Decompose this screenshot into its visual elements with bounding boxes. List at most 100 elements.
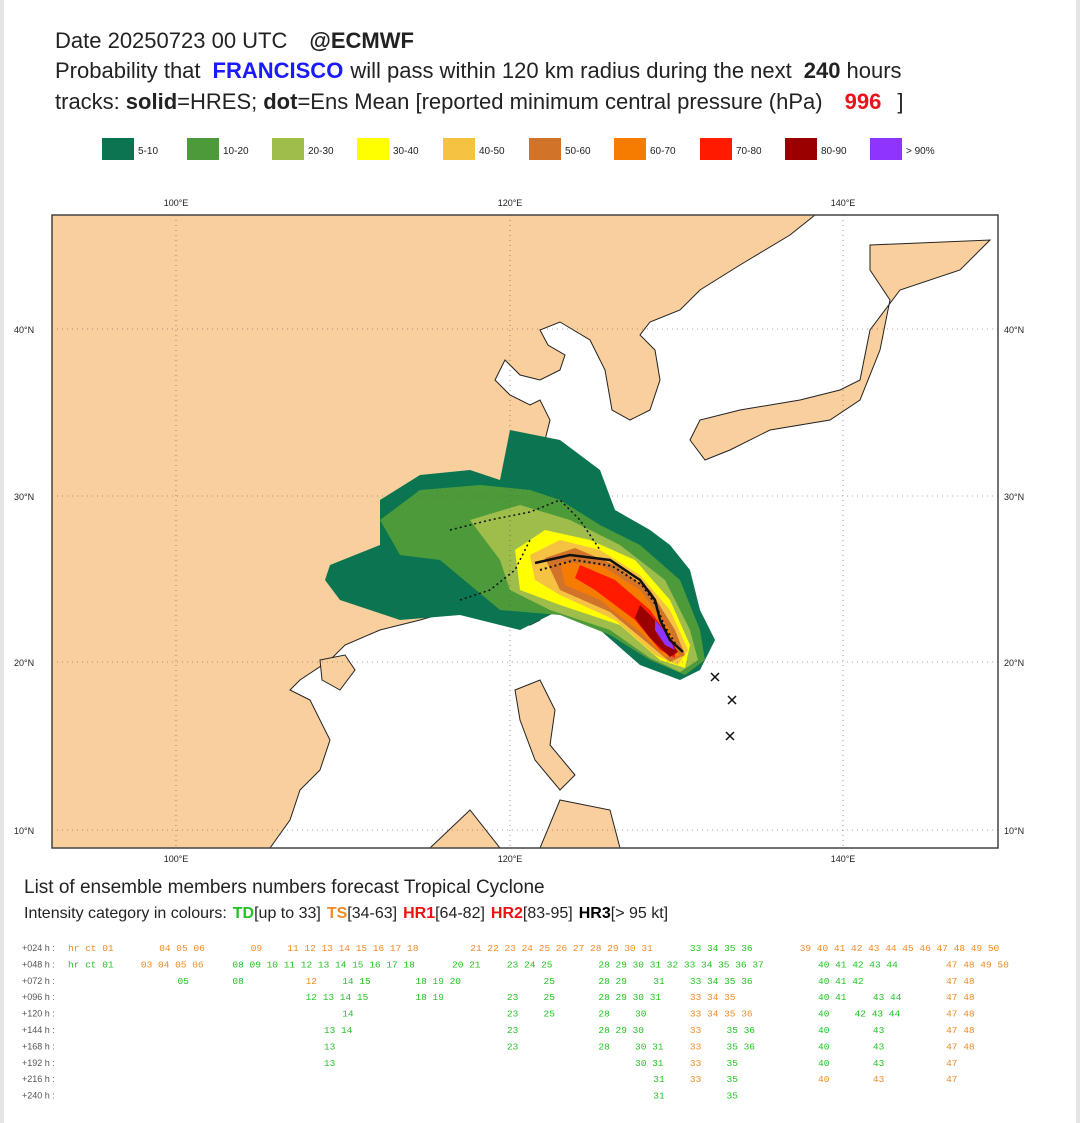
member-numbers: 31 bbox=[653, 1091, 665, 1102]
row-label: +168 h : bbox=[22, 1041, 55, 1051]
tracks bbox=[449, 499, 684, 653]
lon-label: 140°E bbox=[831, 198, 856, 208]
ens-mean-track bbox=[539, 558, 677, 646]
legend-swatch bbox=[187, 138, 219, 160]
member-numbers: 25 bbox=[544, 992, 556, 1003]
lon-label: 100°E bbox=[164, 854, 189, 864]
graticule bbox=[52, 215, 998, 848]
text: will pass within 120 km radius during th… bbox=[349, 58, 791, 83]
row-label: +144 h : bbox=[22, 1025, 55, 1035]
hres-track bbox=[534, 553, 684, 653]
legend-swatch bbox=[785, 138, 817, 160]
member-numbers: 47 48 49 50 bbox=[946, 959, 1009, 970]
member-numbers: 14 bbox=[342, 1009, 354, 1020]
lat-label: 30°N bbox=[14, 492, 34, 502]
luzon bbox=[514, 679, 576, 791]
legend-label: 10-20 bbox=[223, 146, 249, 157]
member-numbers: 40 bbox=[818, 1041, 830, 1052]
row-label: +240 h : bbox=[22, 1091, 55, 1101]
member-numbers: 13 14 bbox=[324, 1025, 353, 1036]
legend-label: > 90% bbox=[906, 146, 935, 157]
member-numbers: 21 22 23 24 25 26 27 28 29 30 31 bbox=[470, 943, 653, 954]
row-label: +048 h : bbox=[22, 959, 55, 969]
markers bbox=[710, 672, 737, 741]
member-numbers: 25 bbox=[544, 1009, 556, 1020]
row-label: +024 h : bbox=[22, 943, 55, 953]
text: hours bbox=[846, 58, 901, 83]
lat-label: 40°N bbox=[14, 325, 34, 335]
member-numbers: 28 bbox=[598, 1041, 610, 1052]
category-range: [64-82] bbox=[435, 905, 485, 922]
header-line3: tracks: solid=HRES; dot=Ens Mean [reported… bbox=[55, 89, 903, 114]
edge bbox=[1076, 0, 1080, 1123]
member-numbers: 12 bbox=[306, 976, 318, 987]
lon-label: 120°E bbox=[498, 854, 523, 864]
lat-label: 20°N bbox=[14, 658, 34, 668]
legend-label: 30-40 bbox=[393, 146, 419, 157]
member-numbers: 09 bbox=[251, 943, 263, 954]
member-numbers: 33 34 35 36 bbox=[690, 1009, 753, 1020]
row-label: +216 h : bbox=[22, 1074, 55, 1084]
text: ] bbox=[897, 89, 903, 114]
member-track bbox=[459, 539, 531, 601]
member-numbers: 40 41 bbox=[818, 992, 847, 1003]
hours: 240 bbox=[804, 58, 841, 83]
member-numbers: 33 bbox=[690, 1074, 702, 1085]
category-name: HR1 bbox=[403, 905, 435, 922]
legend-label: 40-50 bbox=[479, 146, 505, 157]
legend-swatch bbox=[700, 138, 732, 160]
member-numbers: 28 29 30 31 32 33 34 35 36 37 bbox=[598, 959, 763, 970]
member-numbers: 28 29 bbox=[598, 976, 627, 987]
member-numbers: 23 bbox=[507, 992, 519, 1003]
legend-swatch bbox=[272, 138, 304, 160]
category-range: [34-63] bbox=[347, 905, 397, 922]
member-numbers: 28 bbox=[598, 1009, 610, 1020]
probability-field bbox=[325, 430, 715, 680]
text: =HRES; bbox=[177, 89, 257, 114]
member-numbers: 04 05 06 bbox=[159, 943, 205, 954]
member-numbers: 39 40 41 42 43 44 45 46 47 48 49 50 bbox=[800, 943, 1000, 954]
member-numbers: 03 04 05 06 bbox=[141, 959, 204, 970]
lat-label: 10°N bbox=[14, 826, 34, 836]
text: =Ens Mean [reported minimum central pres… bbox=[297, 89, 822, 114]
member-numbers: 05 bbox=[178, 976, 190, 987]
member-numbers: hr ct 01 bbox=[68, 943, 114, 954]
lat-label: 30°N bbox=[1004, 492, 1024, 502]
member-numbers: 20 21 bbox=[452, 959, 481, 970]
text: dot bbox=[263, 89, 298, 114]
member-numbers: 33 bbox=[690, 1041, 702, 1052]
member-numbers: 33 34 35 bbox=[690, 992, 736, 1003]
pressure: 996 bbox=[845, 89, 882, 114]
hainan bbox=[319, 654, 356, 691]
member-numbers: 35 36 bbox=[727, 1041, 756, 1052]
lat-label: 40°N bbox=[1004, 325, 1024, 335]
philippines bbox=[539, 799, 621, 848]
member-numbers: 43 bbox=[873, 1041, 885, 1052]
member-numbers: 18 19 bbox=[415, 992, 444, 1003]
member-numbers: 11 12 13 14 15 16 17 18 bbox=[287, 943, 418, 954]
member-numbers: 47 48 bbox=[946, 1025, 975, 1036]
member-numbers: 33 bbox=[690, 1058, 702, 1069]
source: @ECMWF bbox=[309, 28, 414, 53]
legend-label: 60-70 bbox=[650, 146, 676, 157]
member-numbers: 35 bbox=[727, 1091, 739, 1102]
member-numbers: 42 43 44 bbox=[855, 1009, 901, 1020]
legend-swatch bbox=[102, 138, 134, 160]
probability-band bbox=[655, 620, 675, 650]
lat-label: 10°N bbox=[1004, 826, 1024, 836]
member-numbers: 40 41 42 bbox=[818, 976, 864, 987]
member-numbers: 12 13 14 15 bbox=[306, 992, 369, 1003]
text: tracks: bbox=[55, 89, 120, 114]
member-numbers: 40 41 42 43 44 bbox=[818, 959, 898, 970]
member-numbers: 43 bbox=[873, 1058, 885, 1069]
member-numbers: 43 44 bbox=[873, 992, 902, 1003]
member-numbers: 33 34 35 36 bbox=[690, 976, 753, 987]
member-numbers: 30 31 bbox=[635, 1041, 664, 1052]
category-range: [up to 33] bbox=[254, 905, 321, 922]
legend-swatch bbox=[443, 138, 475, 160]
storm-name: FRANCISCO bbox=[213, 58, 344, 83]
borneo bbox=[429, 809, 501, 848]
member-numbers: 25 bbox=[544, 976, 556, 987]
